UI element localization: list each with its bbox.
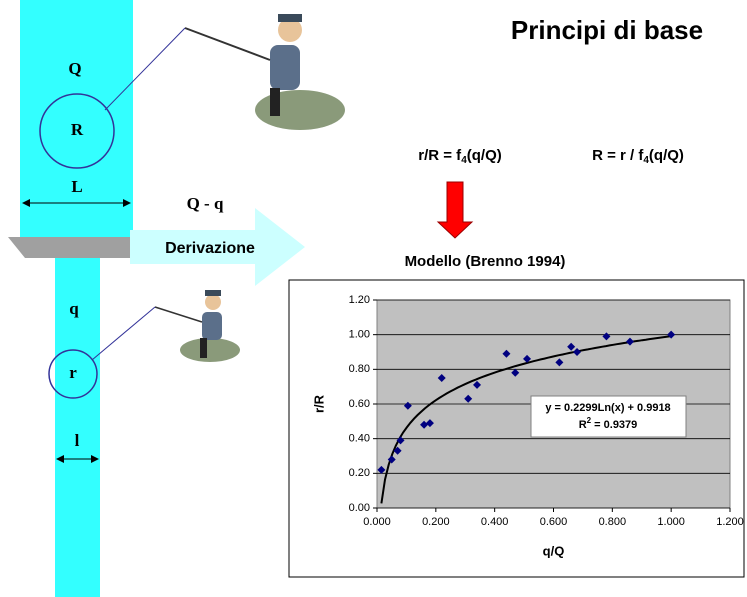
y-tick-label: 0.00 (349, 502, 370, 514)
y-tick-label: 0.20 (349, 467, 370, 479)
label: L (71, 177, 82, 196)
upper-river (20, 0, 133, 237)
formula: R = r / f4(q/Q) (592, 147, 684, 166)
formula: r/R = f4(q/Q) (418, 147, 502, 166)
y-tick-label: 1.00 (349, 329, 370, 341)
x-tick-label: 0.000 (363, 516, 391, 528)
label: R (71, 120, 84, 139)
x-tick-label: 0.800 (599, 516, 627, 528)
label: Q (68, 59, 81, 78)
equation: y = 0.2299Ln(x) + 0.9918 (545, 402, 670, 414)
r2-part: R (579, 419, 587, 431)
y-tick-label: 0.40 (349, 433, 370, 445)
x-tick-label: 1.200 (716, 516, 744, 528)
weir (8, 237, 150, 258)
label: Q - q (187, 194, 224, 213)
y-tick-label: 0.60 (349, 398, 370, 410)
y-axis-label: r/R (311, 394, 326, 413)
x-tick-label: 0.600 (540, 516, 568, 528)
x-axis-label: q/Q (543, 543, 565, 558)
model-title: Modello (Brenno 1994) (405, 253, 566, 270)
down-arrow (438, 182, 472, 238)
label: q (69, 299, 79, 318)
x-tick-label: 0.200 (422, 516, 450, 528)
title: Principi di base (511, 15, 703, 45)
y-tick-label: 0.80 (349, 363, 370, 375)
label: l (75, 431, 80, 450)
label: r (69, 363, 77, 382)
label: Derivazione (165, 240, 255, 257)
x-tick-label: 0.400 (481, 516, 509, 528)
x-tick-label: 1.000 (657, 516, 685, 528)
slide: Q R L q r l Q - q Derivazione Principi d… (0, 0, 747, 597)
r2-part: = 0.9379 (591, 419, 637, 431)
y-tick-label: 1.20 (349, 294, 370, 306)
fisherman-icon (92, 290, 240, 362)
fisherman-icon (105, 14, 345, 130)
